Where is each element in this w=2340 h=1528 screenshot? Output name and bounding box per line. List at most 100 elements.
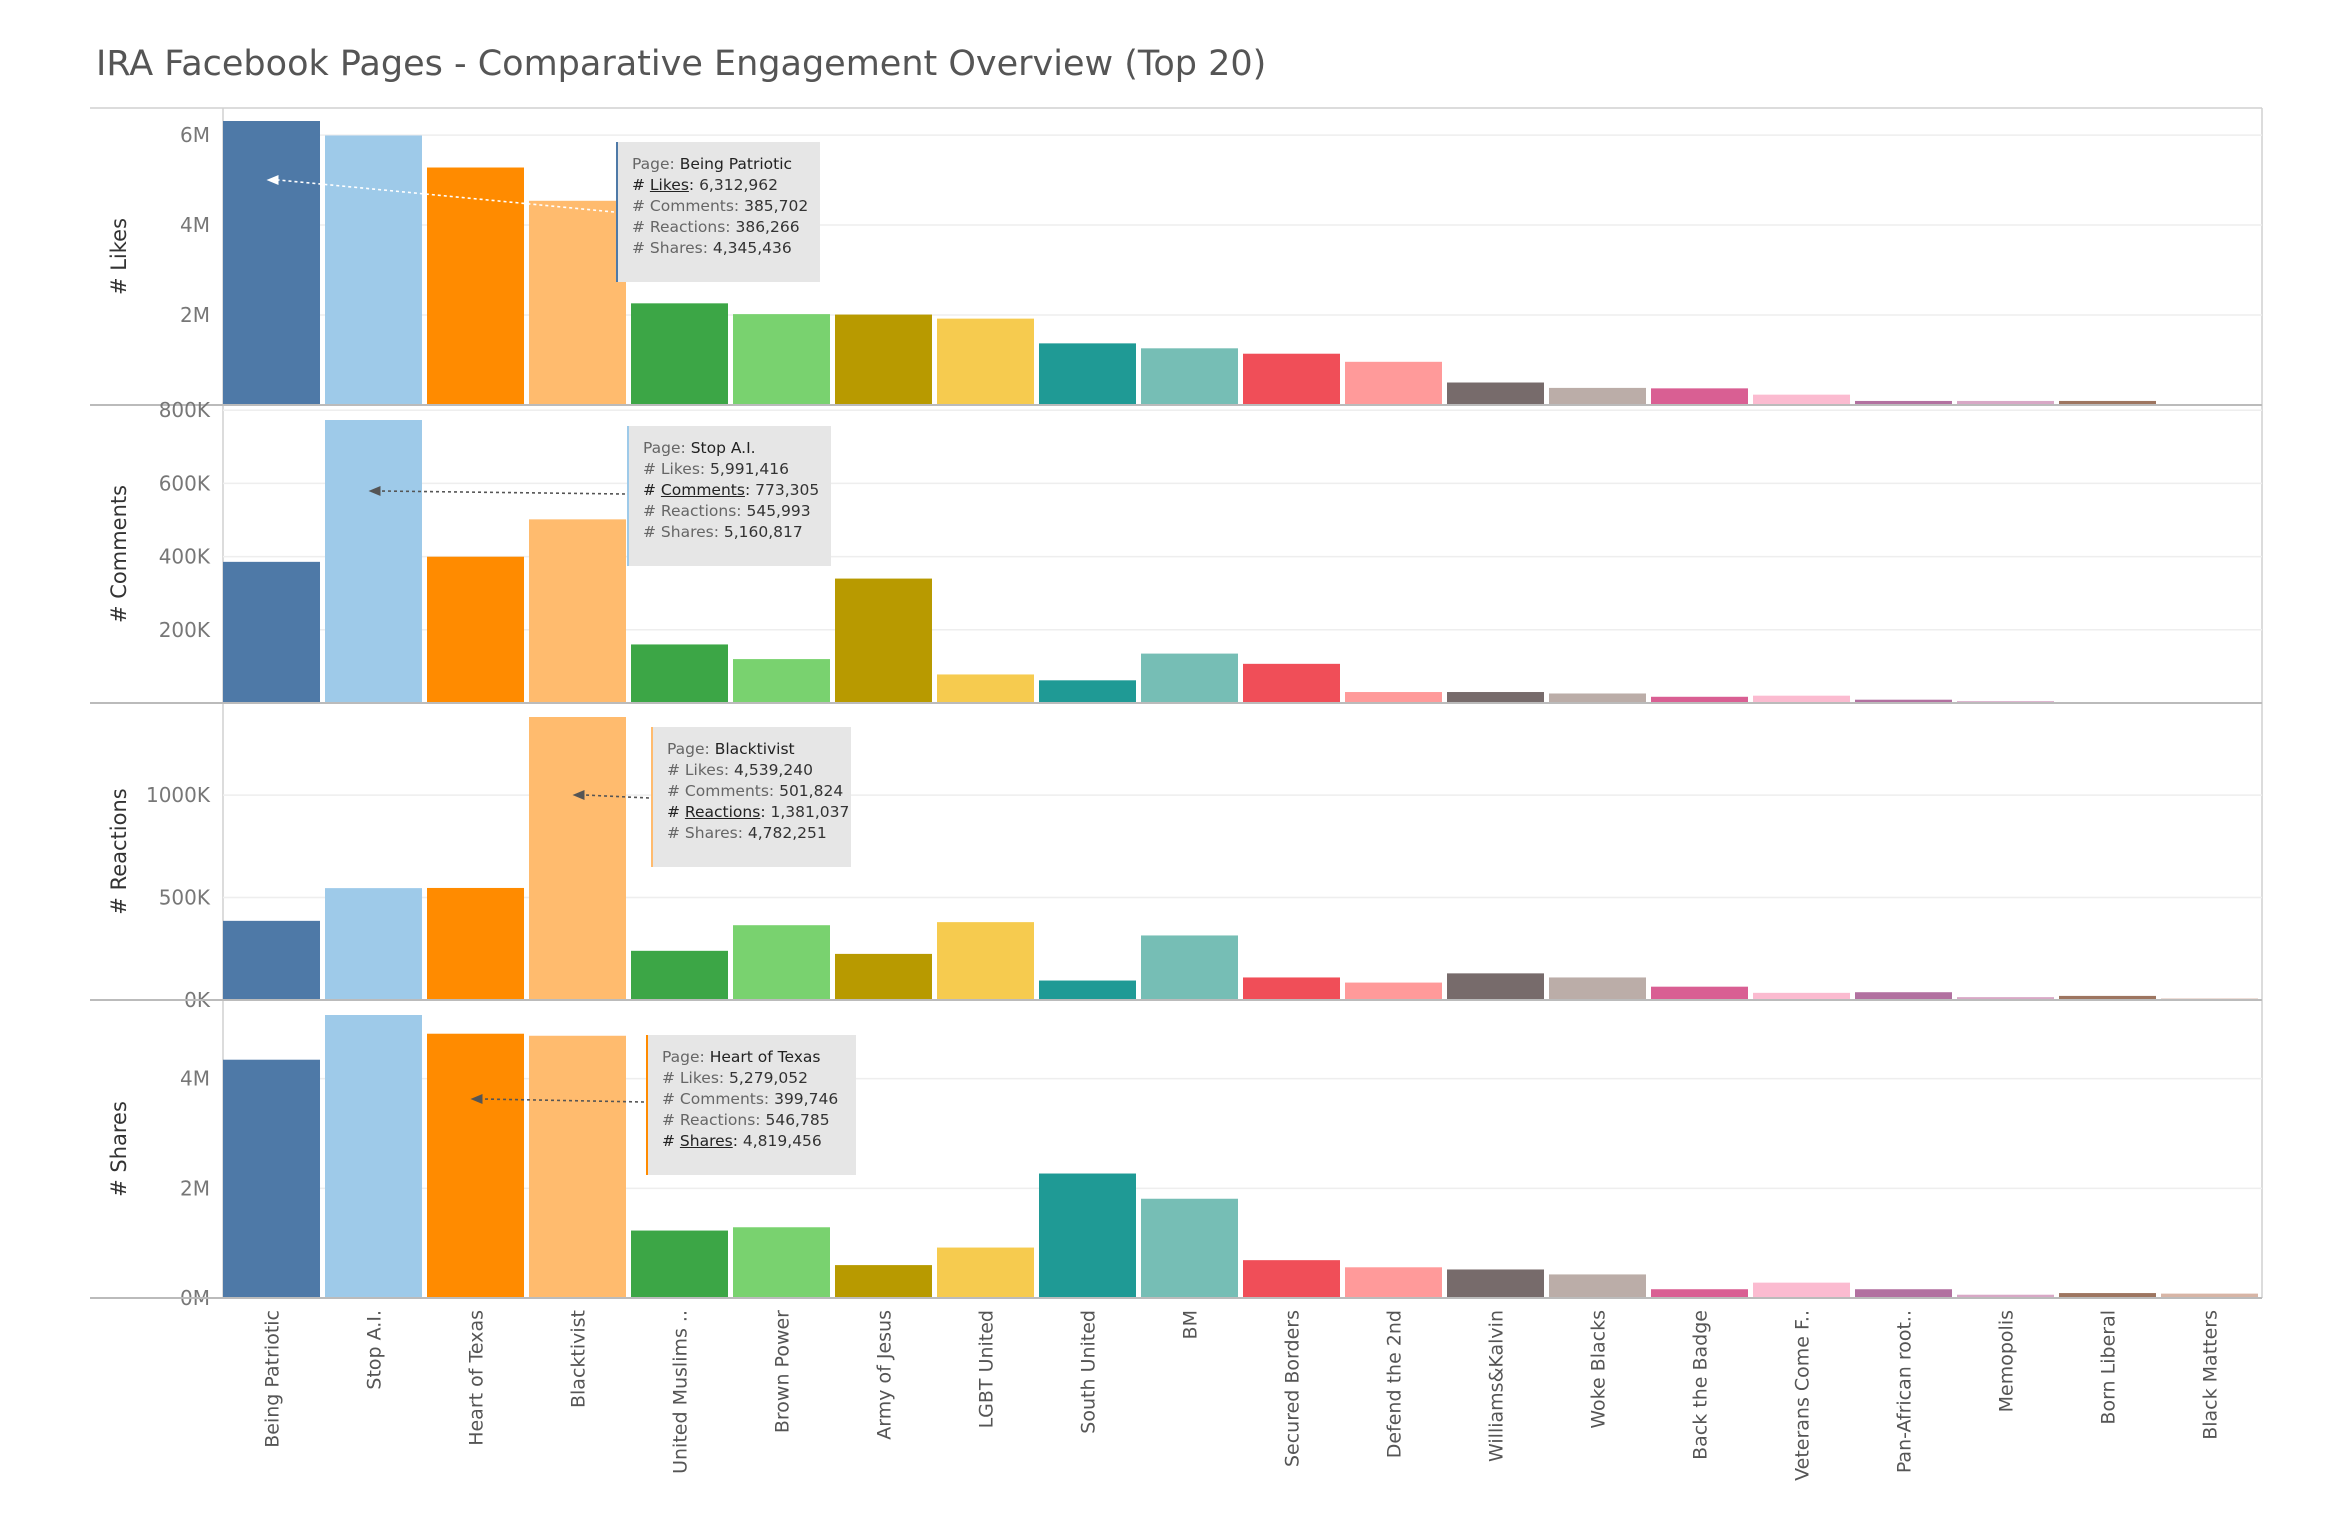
bar-comments-pan-african-root	[1855, 699, 1952, 703]
bar-shares-woke-blacks	[1549, 1274, 1646, 1298]
bar-reactions-lgbt-united	[937, 922, 1034, 1000]
bar-reactions-stop-a-i	[325, 888, 422, 1000]
x-tick-label: Memopolis	[1996, 1310, 2018, 1412]
x-tick-label: Veterans Come F..	[1792, 1310, 1814, 1481]
tooltip-row: # Comments: 773,305	[643, 481, 820, 499]
y-tick-label: 4M	[180, 213, 210, 237]
bar-likes-army-of-jesus	[835, 314, 932, 405]
x-tick-label: Defend the 2nd	[1384, 1310, 1406, 1458]
bar-comments-army-of-jesus	[835, 578, 932, 703]
bar-comments-united-muslims	[631, 644, 728, 703]
bar-shares-stop-a-i	[325, 1015, 422, 1298]
bar-shares-back-the-badge	[1651, 1289, 1748, 1298]
bar-likes-woke-blacks	[1549, 387, 1646, 405]
x-tick-label: Back the Badge	[1690, 1310, 1712, 1460]
bar-likes-defend-the-2nd	[1345, 361, 1442, 405]
x-tick-label: Heart of Texas	[466, 1310, 488, 1446]
y-tick-label: 1000K	[146, 783, 211, 807]
tooltip-row: # Shares: 4,819,456	[662, 1132, 822, 1150]
bar-comments-bm	[1141, 653, 1238, 703]
y-axis-title: # Likes	[107, 218, 131, 295]
y-axis-title: # Shares	[107, 1101, 131, 1197]
tooltip-pointer-arrow	[368, 486, 381, 496]
y-tick-label: 2M	[180, 303, 210, 327]
bar-comments-blacktivist	[529, 519, 626, 703]
bar-shares-bm	[1141, 1198, 1238, 1298]
bar-likes-born-liberal	[2059, 400, 2156, 405]
x-tick-label: LGBT United	[976, 1310, 998, 1428]
x-tick-label: Williams&Kalvin	[1486, 1310, 1508, 1462]
bar-shares-secured-borders	[1243, 1260, 1340, 1298]
y-tick-label: 200K	[159, 618, 211, 642]
tooltip-row: # Likes: 5,279,052	[662, 1069, 808, 1087]
bar-likes-blacktivist	[529, 200, 626, 405]
bar-shares-black-matters	[2161, 1293, 2258, 1298]
bar-comments-stop-a-i	[325, 420, 422, 703]
y-tick-label: 800K	[159, 398, 211, 422]
bar-reactions-williams-kalvin	[1447, 973, 1544, 1000]
tooltip-page: Page: Stop A.I.	[643, 439, 756, 457]
tooltip-stop-ai: Page: Stop A.I. # Likes: 5,991,416 # Comme…	[627, 426, 831, 566]
bar-reactions-defend-the-2nd	[1345, 982, 1442, 1000]
bar-reactions-back-the-badge	[1651, 986, 1748, 1000]
bar-reactions-bm	[1141, 935, 1238, 1000]
bar-shares-blacktivist	[529, 1035, 626, 1298]
tooltip-row: # Reactions: 386,266	[632, 218, 800, 236]
bar-likes-memopolis	[1957, 400, 2054, 405]
bar-likes-brown-power	[733, 314, 830, 405]
bar-likes-pan-african-root	[1855, 400, 1952, 405]
bar-likes-veterans-come-f	[1753, 394, 1850, 405]
bar-comments-secured-borders	[1243, 663, 1340, 703]
bar-reactions-army-of-jesus	[835, 953, 932, 1000]
tooltip-pointer	[584, 794, 650, 799]
bar-likes-lgbt-united	[937, 318, 1034, 405]
y-tick-label: 2M	[180, 1176, 210, 1200]
bar-comments-defend-the-2nd	[1345, 692, 1442, 703]
bar-shares-brown-power	[733, 1227, 830, 1298]
bar-comments-brown-power	[733, 659, 830, 703]
bar-shares-williams-kalvin	[1447, 1269, 1544, 1298]
bar-shares-memopolis	[1957, 1294, 2054, 1298]
bar-shares-veterans-come-f	[1753, 1282, 1850, 1298]
bar-shares-defend-the-2nd	[1345, 1267, 1442, 1298]
tooltip-heart-of-texas: Page: Heart of Texas # Likes: 5,279,052 # …	[646, 1035, 856, 1175]
bar-shares-army-of-jesus	[835, 1265, 932, 1298]
y-tick-label: 6M	[180, 123, 210, 147]
bar-likes-united-muslims	[631, 303, 728, 405]
bar-shares-born-liberal	[2059, 1293, 2156, 1298]
x-tick-label: Being Patriotic	[262, 1310, 284, 1448]
x-tick-label: Black Matters	[2200, 1310, 2222, 1440]
tooltip-row: # Reactions: 1,381,037	[667, 803, 850, 821]
bar-likes-being-patriotic	[223, 121, 320, 405]
bar-reactions-memopolis	[1957, 997, 2054, 1000]
bar-comments-veterans-come-f	[1753, 695, 1850, 703]
x-tick-label: Secured Borders	[1282, 1310, 1304, 1467]
bar-reactions-pan-african-root	[1855, 992, 1952, 1000]
bar-shares-lgbt-united	[937, 1247, 1034, 1298]
bar-likes-heart-of-texas	[427, 167, 524, 405]
y-tick-label: 600K	[159, 471, 211, 495]
tooltip-row: # Likes: 4,539,240	[667, 761, 813, 779]
tooltip-row: # Likes: 5,991,416	[643, 460, 789, 478]
tooltip-row: # Likes: 6,312,962	[632, 176, 778, 194]
bar-shares-being-patriotic	[223, 1059, 320, 1298]
bar-likes-stop-a-i	[325, 135, 422, 405]
bar-likes-back-the-badge	[1651, 388, 1748, 405]
bar-shares-united-muslims	[631, 1230, 728, 1298]
bar-reactions-woke-blacks	[1549, 977, 1646, 1000]
tooltip-row: # Reactions: 545,993	[643, 502, 811, 520]
y-axis-title: # Comments	[107, 485, 131, 623]
bar-comments-south-united	[1039, 680, 1136, 703]
bar-shares-heart-of-texas	[427, 1033, 524, 1298]
bar-comments-lgbt-united	[937, 674, 1034, 703]
bar-reactions-veterans-come-f	[1753, 992, 1850, 1000]
tooltip-pointer-arrow	[266, 175, 279, 185]
y-tick-label: 500K	[159, 886, 211, 910]
bar-likes-secured-borders	[1243, 353, 1340, 405]
x-tick-label: Woke Blacks	[1588, 1310, 1610, 1429]
bar-likes-south-united	[1039, 343, 1136, 405]
tooltip-row: # Shares: 4,782,251	[667, 824, 827, 842]
tooltip-pointer	[380, 490, 626, 495]
tooltip-pointer-arrow	[470, 1094, 483, 1104]
